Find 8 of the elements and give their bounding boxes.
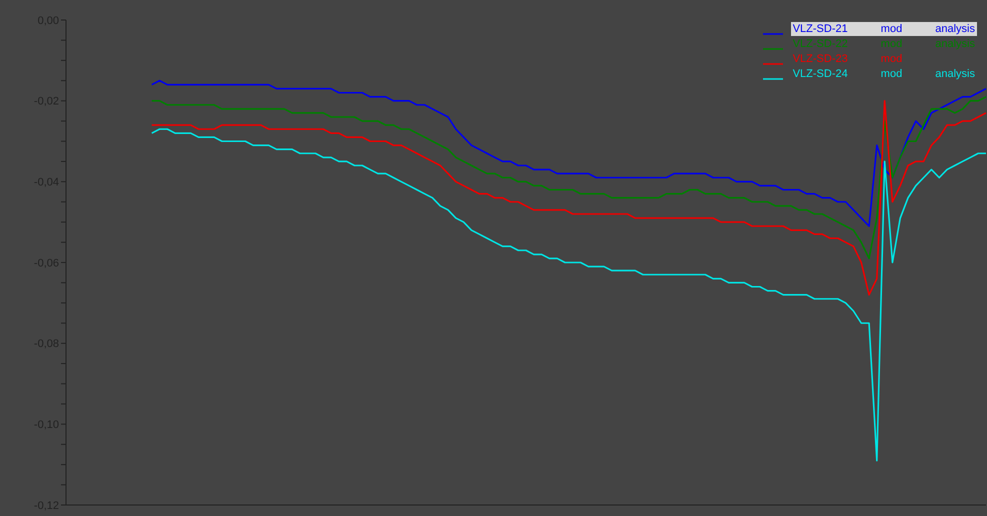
line-series (150, 100, 987, 296)
line-series (150, 96, 987, 260)
legend-label: VLZ-SD-21 mod analysis (790, 22, 977, 36)
legend-label: VLZ-SD-24 mod analysis (792, 67, 976, 81)
legend-label: VLZ-SD-23 mod (792, 52, 904, 66)
line-series (150, 80, 987, 227)
line-series (150, 128, 987, 462)
legend-label: VLZ-SD-22 mod analysis (792, 37, 976, 51)
